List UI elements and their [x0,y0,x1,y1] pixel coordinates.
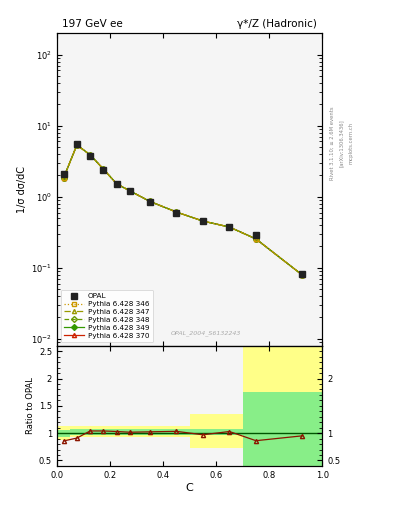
Bar [57,431,70,437]
Legend: OPAL, Pythia 6.428 346, Pythia 6.428 347, Pythia 6.428 348, Pythia 6.428 349, Py: OPAL, Pythia 6.428 346, Pythia 6.428 347… [61,290,153,342]
Text: 197 GeV ee: 197 GeV ee [62,18,123,29]
Bar [57,426,70,440]
Text: [arXiv:1306.3436]: [arXiv:1306.3436] [339,119,344,167]
Text: Rivet 3.1.10; ≥ 2.6M events: Rivet 3.1.10; ≥ 2.6M events [329,106,334,180]
Bar [70,430,242,435]
Bar [242,392,283,466]
Bar [283,392,322,466]
Text: γ*/Z (Hadronic): γ*/Z (Hadronic) [237,18,317,29]
Bar [70,426,190,437]
Y-axis label: Ratio to OPAL: Ratio to OPAL [26,377,35,434]
Y-axis label: 1/σ dσ/dC: 1/σ dσ/dC [17,166,27,213]
Bar [190,414,243,449]
Text: OPAL_2004_S6132243: OPAL_2004_S6132243 [170,331,241,336]
X-axis label: C: C [186,482,193,493]
Bar [242,346,283,449]
Text: mcplots.cern.ch: mcplots.cern.ch [348,122,353,164]
Bar [283,346,322,480]
